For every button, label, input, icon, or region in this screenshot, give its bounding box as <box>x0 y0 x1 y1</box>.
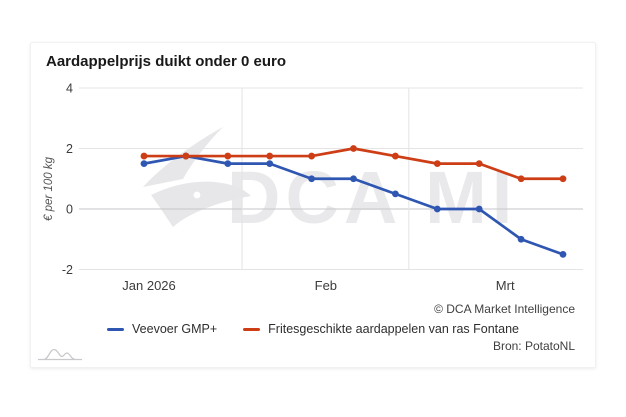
data-point <box>517 175 525 183</box>
y-tick-label: 4 <box>66 82 73 96</box>
y-tick-label: 2 <box>66 142 73 156</box>
chart-legend: Veevoer GMP+ Fritesgeschikte aardappelen… <box>31 322 595 336</box>
data-point <box>182 152 190 160</box>
legend-item-veevoer: Veevoer GMP+ <box>107 322 217 336</box>
data-point <box>433 160 441 168</box>
legend-swatch-blue <box>107 327 125 331</box>
data-point <box>475 205 483 213</box>
chart-card: DCA MI Aardappelprijs duikt onder 0 euro… <box>30 42 596 368</box>
y-axis-label: € per 100 kg <box>43 157 55 221</box>
curve-logo-icon <box>37 346 89 368</box>
data-point <box>392 190 399 198</box>
y-tick-label: 0 <box>66 203 73 217</box>
data-point <box>224 160 232 168</box>
x-tick-label: Mrt <box>496 278 515 293</box>
source-note: Bron: PotatoNL <box>492 339 575 353</box>
data-point <box>517 235 525 243</box>
data-point <box>308 152 315 160</box>
data-point <box>140 152 148 160</box>
legend-label-frites: Fritesgeschikte aardappelen van ras Font… <box>268 322 519 336</box>
series-line-1 <box>142 147 565 181</box>
x-tick-label: Jan 2026 <box>122 278 176 293</box>
data-point <box>559 250 567 258</box>
data-point <box>308 175 315 183</box>
data-point <box>433 205 441 213</box>
chart-title: Aardappelprijs duikt onder 0 euro <box>46 53 287 70</box>
x-tick-label: Feb <box>315 278 337 293</box>
data-point <box>350 145 357 152</box>
y-tick-label: -2 <box>62 263 73 277</box>
legend-item-frites: Fritesgeschikte aardappelen van ras Font… <box>243 322 519 336</box>
dca-watermark-text: DCA MI <box>227 156 518 239</box>
data-point <box>224 152 232 160</box>
copyright-note: © DCA Market Intelligence <box>434 302 575 316</box>
data-point <box>559 175 567 183</box>
price-line-chart: 4 2 0 -2 Jan 2026 Feb Mrt <box>62 82 583 293</box>
data-point <box>350 175 357 183</box>
legend-label-veevoer: Veevoer GMP+ <box>132 322 218 336</box>
data-point <box>475 160 483 168</box>
data-point <box>140 160 148 168</box>
legend-swatch-red <box>243 327 261 331</box>
data-point <box>266 160 274 168</box>
data-point <box>266 152 274 160</box>
data-point <box>392 152 399 160</box>
